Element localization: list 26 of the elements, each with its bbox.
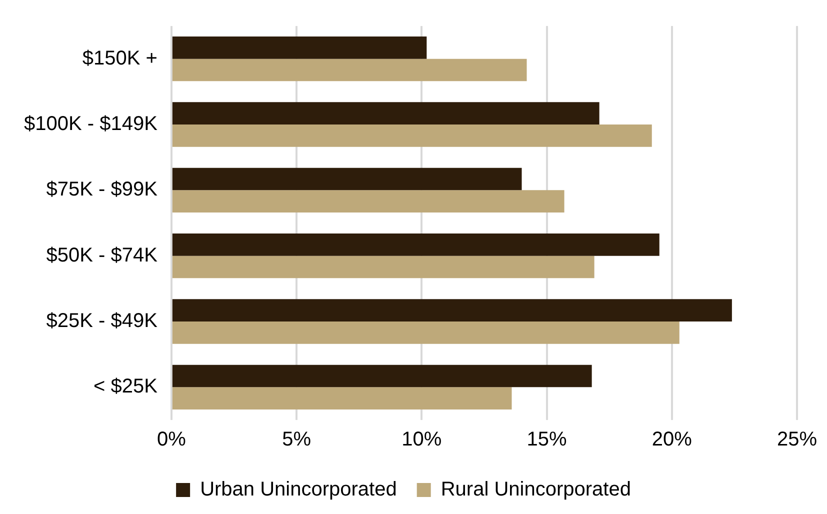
bar bbox=[172, 190, 564, 212]
bar bbox=[172, 322, 680, 344]
bar bbox=[172, 58, 527, 82]
x-tick-label: 5% bbox=[282, 428, 312, 451]
bar bbox=[172, 299, 732, 322]
bar bbox=[172, 364, 592, 388]
legend-label: Urban Unincorporated bbox=[200, 478, 397, 501]
bar bbox=[172, 168, 522, 190]
x-tick-label: 10% bbox=[402, 428, 442, 451]
y-tick-label: $75K - $99K bbox=[46, 178, 158, 201]
x-tick-label: 15% bbox=[526, 428, 568, 451]
bar bbox=[172, 387, 512, 410]
bar bbox=[172, 256, 594, 278]
bar bbox=[172, 36, 427, 59]
y-tick-label: < $25K bbox=[93, 376, 158, 398]
y-tick-label: $100K - $149K bbox=[24, 113, 158, 136]
legend-label: Rural Unincorporated bbox=[440, 478, 631, 501]
y-tick-label: $50K - $74K bbox=[46, 244, 158, 266]
y-tick-label: $150K + bbox=[82, 47, 158, 70]
x-tick-label: 25% bbox=[776, 428, 818, 451]
bar bbox=[172, 124, 652, 147]
bar bbox=[172, 102, 600, 124]
y-tick-label: $25K - $49K bbox=[46, 310, 158, 332]
x-tick-label: 0% bbox=[156, 428, 186, 451]
x-tick-label: 20% bbox=[652, 428, 692, 451]
bar bbox=[172, 234, 660, 256]
